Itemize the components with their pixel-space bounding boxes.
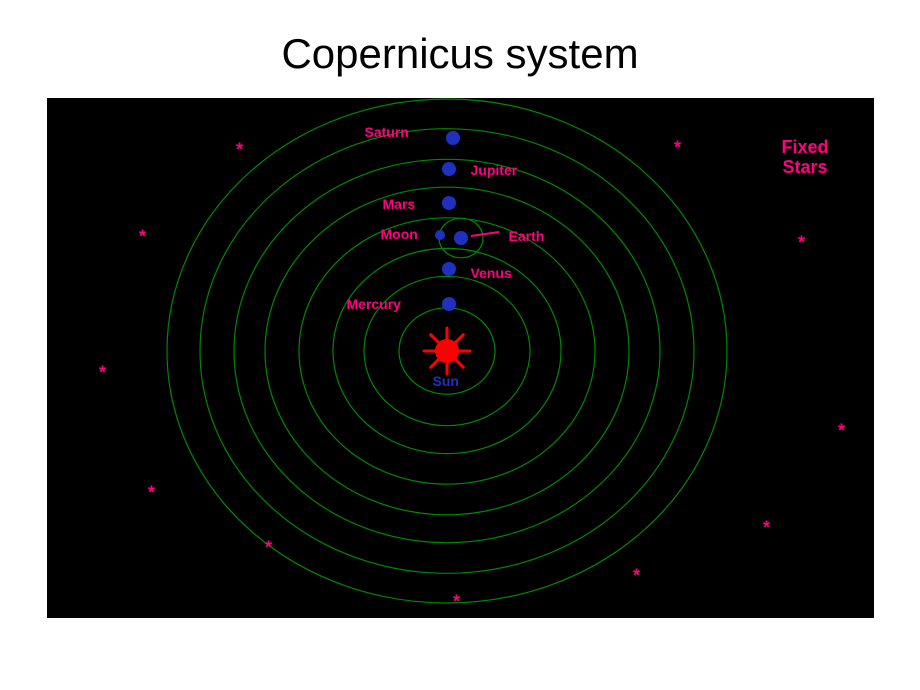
page-title: Copernicus system xyxy=(0,0,920,98)
planet-label-jupiter: Jupiter xyxy=(471,162,518,178)
star-icon: * xyxy=(453,592,460,613)
planet-label-venus: Venus xyxy=(471,265,512,281)
planet-label-mars: Mars xyxy=(383,196,416,212)
planet-label-earth: Earth xyxy=(509,228,545,244)
orbits-svg xyxy=(47,98,874,618)
fixed-stars-label: Fixed Stars xyxy=(782,138,829,178)
planet-label-mercury: Mercury xyxy=(347,296,401,312)
star-icon: * xyxy=(139,227,146,248)
sun-label: Sun xyxy=(433,373,459,389)
planet-label-moon: Moon xyxy=(381,226,418,242)
diagram: Sun Mercury Venus Earth Moon Mars Jupiter Satur… xyxy=(47,98,874,618)
planet-label-saturn: Saturn xyxy=(365,124,409,140)
star-icon: * xyxy=(236,140,243,161)
star-icon: * xyxy=(265,538,272,559)
star-icon: * xyxy=(674,138,681,159)
star-icon: * xyxy=(838,421,845,442)
star-icon: * xyxy=(798,233,805,254)
star-icon: * xyxy=(763,518,770,539)
star-icon: * xyxy=(99,363,106,384)
star-icon: * xyxy=(633,566,640,587)
star-icon: * xyxy=(148,483,155,504)
